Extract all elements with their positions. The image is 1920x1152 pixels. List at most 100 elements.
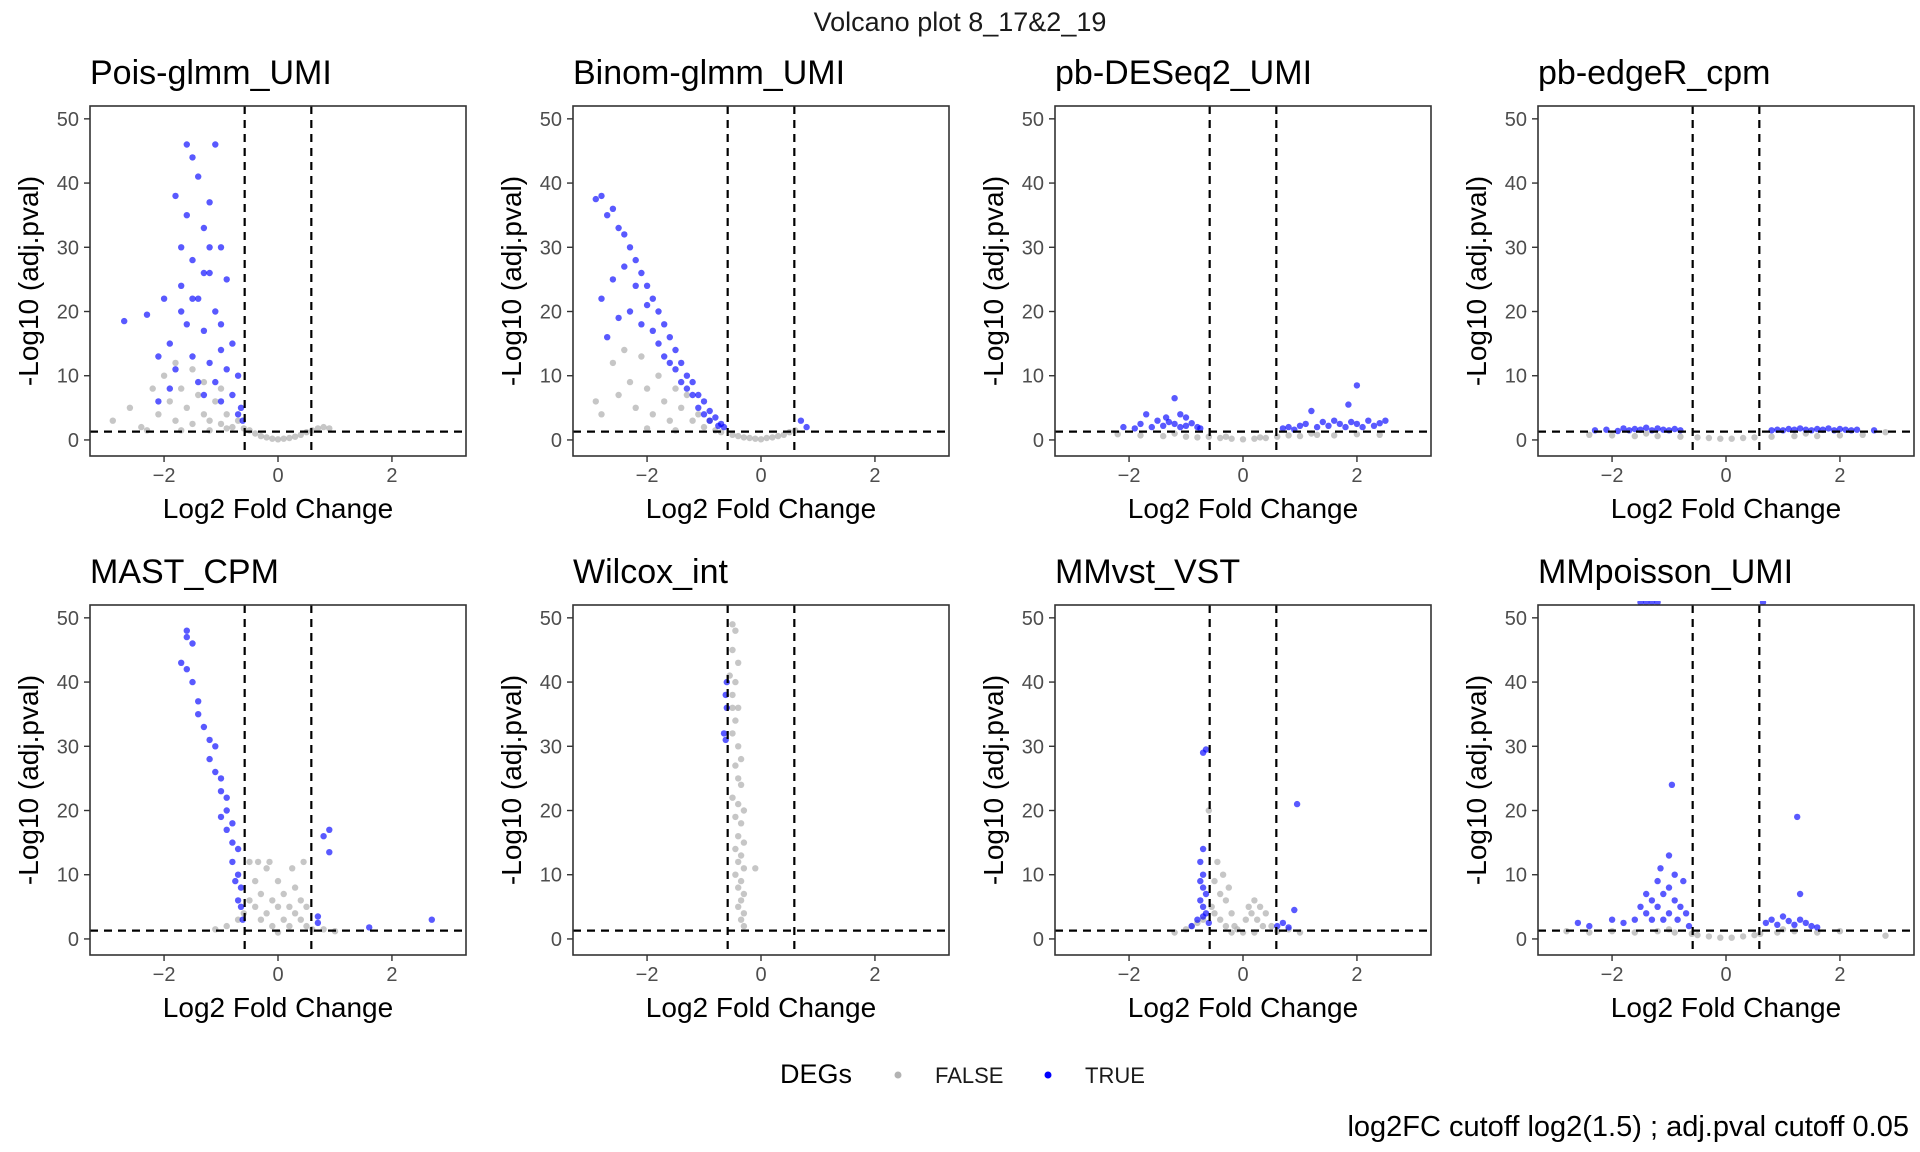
deg-point [1342, 423, 1349, 431]
non-deg-point [1194, 434, 1201, 441]
y-tick-label: 50 [1505, 608, 1527, 630]
deg-point [1654, 425, 1661, 432]
non-deg-point [138, 423, 145, 431]
deg-point [621, 263, 628, 270]
deg-point [232, 877, 239, 885]
non-deg-point [729, 730, 736, 737]
non-deg-point [638, 353, 645, 360]
non-deg-point [729, 691, 736, 699]
non-deg-point [732, 845, 739, 853]
non-deg-point [1608, 432, 1616, 439]
non-deg-point [257, 432, 265, 440]
deg-point [1313, 423, 1321, 431]
non-deg-point [729, 431, 736, 438]
deg-point [189, 154, 196, 161]
non-deg-point [178, 385, 185, 392]
deg-point [615, 224, 622, 232]
y-axis-title: -Log10 (adj.pval) [496, 675, 527, 885]
non-deg-point [737, 852, 745, 859]
deg-point [1293, 800, 1301, 808]
x-tick-label: 2 [1834, 964, 1845, 986]
non-deg-point [1671, 929, 1678, 936]
deg-point [1762, 919, 1770, 927]
deg-point [649, 295, 656, 302]
y-tick-label: 50 [540, 608, 562, 630]
legend-title: DEGs [780, 1059, 852, 1089]
non-deg-point [1631, 432, 1639, 440]
deg-point [189, 256, 196, 264]
non-deg-point [1222, 897, 1230, 904]
deg-point [189, 678, 196, 686]
y-tick-label: 50 [1022, 109, 1044, 131]
non-deg-point [1137, 432, 1144, 439]
panel-title: pb-DESeq2_UMI [1055, 54, 1312, 92]
panel-title: Pois-glmm_UMI [90, 54, 332, 92]
non-deg-point [263, 865, 270, 872]
deg-point [195, 378, 202, 386]
non-deg-point [735, 775, 742, 782]
non-deg-point [269, 897, 276, 904]
deg-point [1197, 858, 1204, 866]
y-tick-label: 10 [1505, 865, 1527, 887]
deg-point [195, 173, 202, 180]
deg-point [223, 276, 230, 283]
deg-point [803, 423, 810, 431]
deg-point [666, 359, 673, 367]
deg-point [206, 359, 213, 367]
non-deg-point [1245, 903, 1252, 910]
y-tick-label: 40 [1022, 173, 1044, 195]
deg-point [195, 295, 202, 302]
non-deg-point [757, 436, 765, 443]
non-deg-point [735, 800, 742, 808]
deg-point [1794, 813, 1801, 821]
deg-point [1370, 422, 1378, 429]
non-deg-point [1694, 931, 1701, 939]
y-tick-label: 0 [1033, 929, 1044, 951]
non-deg-point [291, 884, 299, 891]
non-deg-point [257, 890, 265, 898]
deg-point [234, 897, 242, 904]
deg-point [1308, 407, 1315, 415]
deg-point [195, 698, 202, 705]
x-tick-label: 2 [1351, 964, 1362, 986]
y-tick-label: 20 [1022, 801, 1044, 823]
non-deg-point [303, 903, 310, 910]
deg-point [1137, 420, 1144, 428]
deg-point [1325, 422, 1332, 429]
deg-point [178, 308, 185, 315]
deg-point [655, 340, 662, 347]
deg-point [206, 199, 213, 206]
non-deg-point [729, 621, 736, 628]
y-tick-label: 50 [1022, 608, 1044, 630]
non-deg-point [126, 404, 134, 411]
non-deg-point [1217, 890, 1224, 898]
deg-point [1188, 922, 1195, 930]
y-tick-label: 20 [540, 801, 562, 823]
y-tick-label: 40 [57, 173, 79, 195]
deg-point [314, 913, 322, 920]
deg-point [1643, 424, 1650, 431]
non-deg-point [269, 922, 276, 930]
y-tick-label: 20 [57, 801, 79, 823]
points-layer [1563, 601, 1889, 941]
y-tick-label: 0 [68, 929, 79, 951]
x-tick-label: 0 [755, 964, 766, 986]
deg-point [1120, 423, 1127, 431]
non-deg-point [1751, 434, 1758, 441]
deg-point [1353, 382, 1361, 389]
non-deg-point [735, 858, 742, 866]
non-deg-point [737, 897, 745, 904]
non-deg-point [740, 922, 748, 930]
y-tick-label: 10 [57, 865, 79, 887]
non-deg-point [297, 916, 304, 923]
non-deg-point [700, 423, 708, 431]
non-deg-point [1285, 432, 1292, 439]
deg-point [428, 916, 435, 923]
deg-point [1814, 924, 1821, 931]
non-deg-point [172, 359, 179, 367]
non-deg-point [609, 359, 617, 367]
deg-point [366, 924, 373, 931]
non-deg-point [1694, 434, 1701, 441]
non-deg-point [289, 865, 296, 872]
